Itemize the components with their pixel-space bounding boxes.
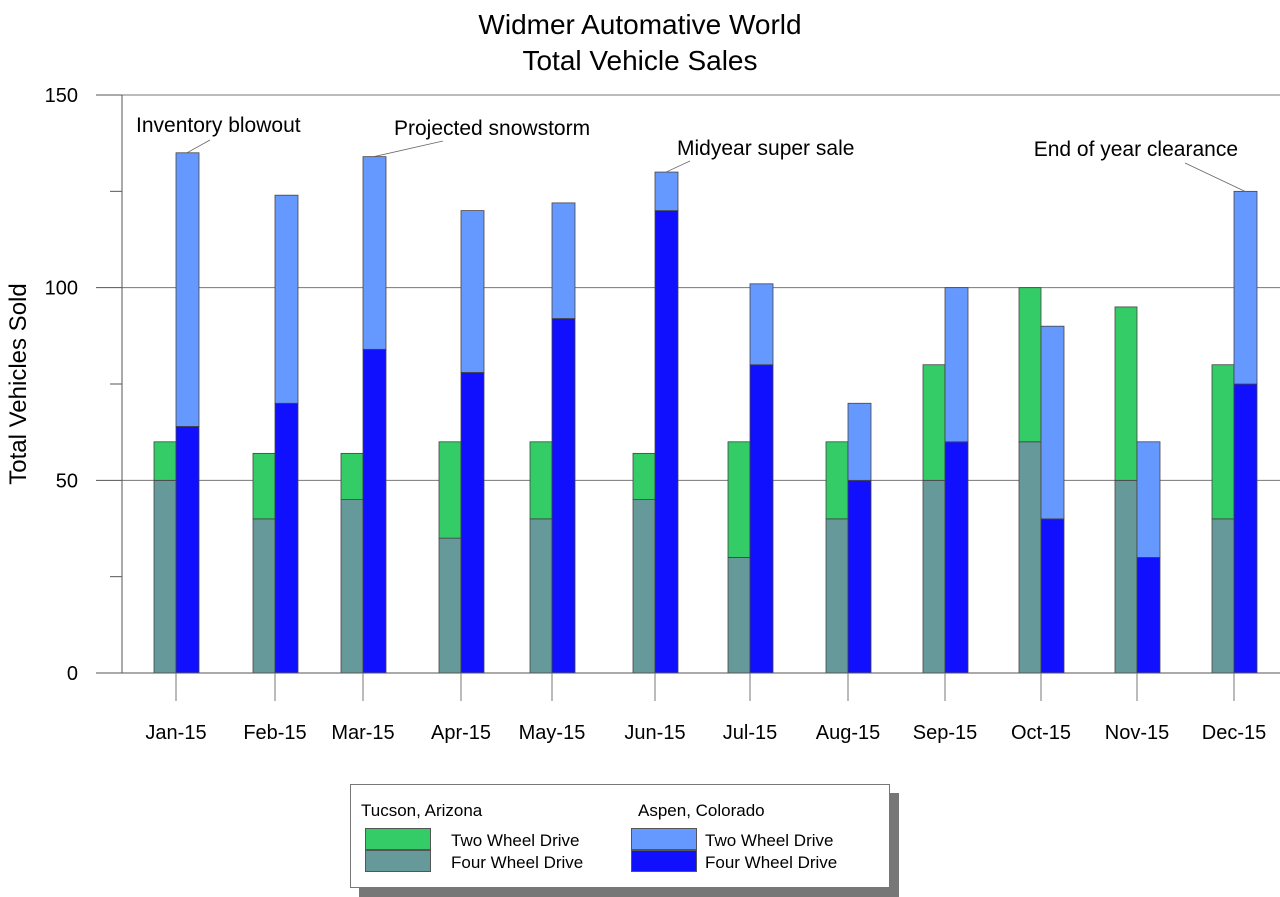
bar-segment	[654, 171, 679, 211]
bar-segment	[340, 452, 364, 500]
legend-swatch-tucson-4wd	[365, 850, 431, 872]
bar-segment	[252, 452, 276, 520]
annotation-leader-line	[373, 140, 444, 158]
x-tick-label: Jun-15	[624, 722, 685, 744]
annotation-label: Projected snowstorm	[394, 117, 590, 140]
bar-segment	[825, 441, 849, 520]
legend-label-aspen-2wd: Two Wheel Drive	[705, 831, 834, 850]
annotation-label: End of year clearance	[1034, 138, 1238, 161]
bar-segment	[632, 499, 656, 674]
bar-segment	[847, 479, 872, 674]
bar-segment	[175, 425, 200, 674]
x-tick-label: Nov-15	[1105, 722, 1169, 744]
legend-label-tucson-4wd: Four Wheel Drive	[451, 853, 584, 872]
annotation-leader-line	[665, 160, 691, 173]
y-axis-label: Total Vehicles Sold	[5, 283, 32, 484]
y-tick-label: 100	[45, 278, 78, 300]
bar-segment	[274, 194, 299, 404]
bar-segment	[1040, 325, 1065, 520]
legend-group-title-aspen: Aspen, Colorado	[638, 801, 765, 820]
bar-segment	[1211, 364, 1235, 520]
legend-swatch-aspen-4wd	[631, 850, 697, 872]
bar-segment	[922, 364, 946, 481]
annotation-leader-line	[1184, 162, 1246, 192]
legend-label-tucson-2wd: Two Wheel Drive	[451, 831, 580, 850]
bar-segment	[1040, 518, 1065, 674]
bar-segment	[551, 202, 576, 319]
bar-segment	[1114, 306, 1138, 481]
bar-segment	[847, 402, 872, 481]
bar-segment	[153, 441, 177, 481]
bar-segment	[438, 441, 462, 539]
x-tick-label: May-15	[519, 722, 586, 744]
x-tick-label: Aug-15	[816, 722, 881, 744]
bar-segment	[460, 372, 485, 674]
bar-segment	[274, 402, 299, 674]
bar-segment	[153, 479, 177, 674]
x-tick-label: Jan-15	[145, 722, 206, 744]
annotation-label: Midyear super sale	[677, 137, 854, 160]
legend-label-aspen-4wd: Four Wheel Drive	[705, 853, 838, 872]
annotations: Inventory blowout Projected snowstorm Midy…	[136, 114, 1246, 192]
bar-segment	[632, 452, 656, 500]
x-tick-label: Sep-15	[913, 722, 978, 744]
bar-segment	[175, 152, 200, 427]
bar-segment	[460, 210, 485, 373]
chart-title-line-2: Total Vehicle Sales	[522, 45, 757, 76]
x-tick-label: Mar-15	[331, 722, 394, 744]
bar-segment	[1136, 557, 1161, 674]
x-tick-label: Dec-15	[1202, 722, 1266, 744]
bar-segment	[362, 348, 387, 674]
bar-segment	[362, 156, 387, 350]
bar-segment	[1233, 190, 1258, 385]
gridlines	[122, 94, 1280, 481]
legend: Tucson, Arizona Two Wheel Drive Four Whe…	[350, 784, 890, 888]
bar-segment	[1018, 287, 1042, 443]
bars	[153, 152, 1258, 674]
annotation-leader-line	[186, 139, 211, 154]
annotation-label: Inventory blowout	[136, 114, 301, 137]
bar-segment	[1211, 518, 1235, 674]
axes: 0 50 100 150 Jan-15 Feb-15 Mar-15 Apr-15 May-15 J…	[45, 85, 1280, 744]
x-tick-label: Apr-15	[431, 722, 491, 744]
bar-segment	[1018, 441, 1042, 674]
bar-segment	[749, 283, 774, 366]
legend-swatch-tucson-2wd	[365, 828, 431, 850]
y-tick-label: 50	[56, 470, 78, 492]
bar-segment	[551, 318, 576, 674]
chart-title-line-1: Widmer Automative World	[478, 9, 801, 40]
bar-segment	[1233, 383, 1258, 674]
legend-group-title-tucson: Tucson, Arizona	[361, 801, 483, 820]
bar-segment	[1114, 479, 1138, 674]
y-tick-label: 150	[45, 85, 78, 107]
x-tick-label: Oct-15	[1011, 722, 1071, 744]
y-tick-label: 0	[67, 663, 78, 685]
bar-segment	[922, 479, 946, 674]
x-tick-label: Jul-15	[723, 722, 777, 744]
bar-segment	[1136, 441, 1161, 558]
bar-segment	[529, 518, 553, 674]
legend-swatch-aspen-2wd	[631, 828, 697, 850]
bar-segment	[749, 364, 774, 674]
bar-segment	[944, 287, 969, 443]
bar-segment	[340, 499, 364, 674]
bar-segment	[727, 441, 751, 558]
bar-segment	[654, 210, 679, 674]
bar-segment	[252, 518, 276, 674]
bar-segment	[529, 441, 553, 520]
bar-segment	[944, 441, 969, 674]
stacked-bar-chart: Widmer Automative World Total Vehicle Sa…	[5, 9, 1280, 744]
bar-segment	[438, 537, 462, 674]
bar-segment	[727, 557, 751, 674]
x-tick-label: Feb-15	[243, 722, 306, 744]
bar-segment	[825, 518, 849, 674]
